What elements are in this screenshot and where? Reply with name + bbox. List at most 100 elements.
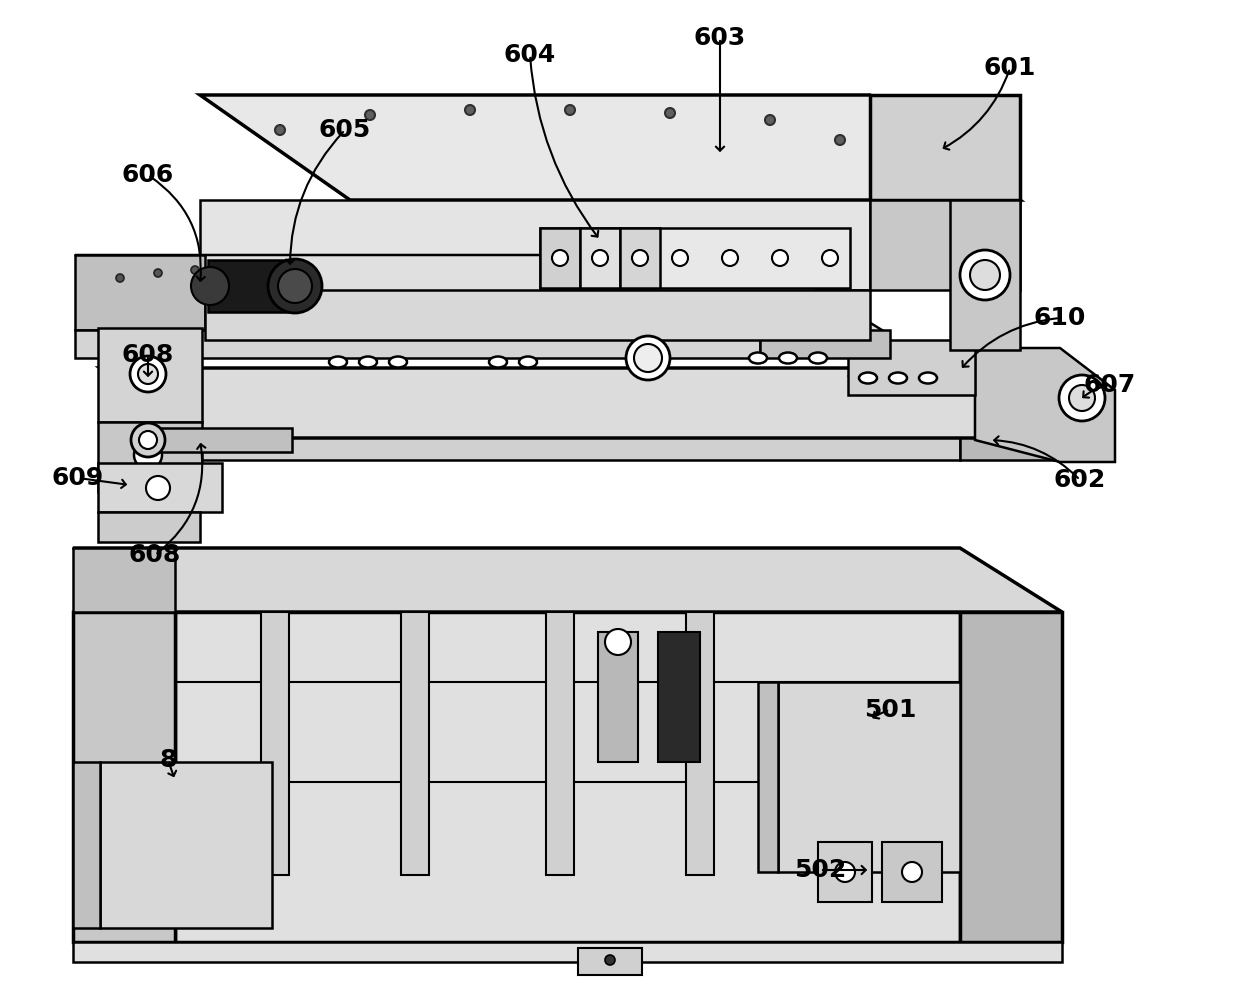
Circle shape <box>773 250 787 266</box>
Circle shape <box>822 250 838 266</box>
Ellipse shape <box>489 357 507 368</box>
Polygon shape <box>73 942 1061 962</box>
Circle shape <box>1069 385 1095 411</box>
Polygon shape <box>598 632 639 762</box>
Polygon shape <box>539 228 849 288</box>
Polygon shape <box>870 200 1021 290</box>
Ellipse shape <box>808 353 827 364</box>
Polygon shape <box>74 330 760 358</box>
Text: 609: 609 <box>52 466 104 490</box>
Circle shape <box>634 344 662 372</box>
Circle shape <box>268 259 322 313</box>
Circle shape <box>835 135 844 145</box>
Polygon shape <box>686 612 714 875</box>
Ellipse shape <box>859 373 877 384</box>
Text: 607: 607 <box>1084 373 1136 397</box>
Polygon shape <box>73 548 175 612</box>
Polygon shape <box>100 762 272 928</box>
Polygon shape <box>777 682 960 872</box>
Circle shape <box>191 266 198 274</box>
Polygon shape <box>100 368 200 438</box>
Text: 601: 601 <box>983 56 1037 80</box>
Polygon shape <box>539 228 580 288</box>
Ellipse shape <box>389 357 407 368</box>
Polygon shape <box>73 612 175 942</box>
Text: 606: 606 <box>122 163 174 187</box>
Ellipse shape <box>889 373 906 384</box>
Polygon shape <box>100 368 1060 438</box>
Text: 604: 604 <box>503 43 556 67</box>
Polygon shape <box>818 842 872 902</box>
Circle shape <box>138 364 157 384</box>
Circle shape <box>672 250 688 266</box>
Circle shape <box>130 356 166 392</box>
Circle shape <box>228 264 236 272</box>
Circle shape <box>551 273 559 281</box>
Ellipse shape <box>779 353 797 364</box>
Circle shape <box>626 336 670 380</box>
Circle shape <box>1059 375 1105 421</box>
Polygon shape <box>260 612 289 875</box>
Polygon shape <box>546 612 574 875</box>
Text: 602: 602 <box>1054 468 1106 492</box>
Polygon shape <box>98 512 200 542</box>
Ellipse shape <box>919 373 937 384</box>
Polygon shape <box>882 842 942 902</box>
Polygon shape <box>760 330 890 358</box>
Polygon shape <box>200 200 870 290</box>
Ellipse shape <box>520 357 537 368</box>
Circle shape <box>632 250 649 266</box>
Polygon shape <box>960 612 1061 942</box>
Circle shape <box>565 105 575 115</box>
Circle shape <box>588 269 596 277</box>
Text: 610: 610 <box>1034 306 1086 330</box>
Circle shape <box>625 266 632 274</box>
Circle shape <box>960 250 1011 300</box>
Circle shape <box>139 431 157 449</box>
Ellipse shape <box>329 357 347 368</box>
Polygon shape <box>73 762 100 928</box>
Text: 608: 608 <box>122 343 174 367</box>
Polygon shape <box>960 438 1060 460</box>
Polygon shape <box>73 548 1061 612</box>
Ellipse shape <box>360 357 377 368</box>
Circle shape <box>970 260 999 290</box>
Polygon shape <box>205 290 870 340</box>
Polygon shape <box>848 340 975 395</box>
Circle shape <box>117 274 124 282</box>
Text: 501: 501 <box>864 698 916 722</box>
Circle shape <box>835 862 856 882</box>
Polygon shape <box>74 255 205 330</box>
Circle shape <box>765 115 775 125</box>
Text: 502: 502 <box>794 858 846 882</box>
Circle shape <box>365 110 374 120</box>
Polygon shape <box>208 260 295 312</box>
Circle shape <box>665 108 675 118</box>
Circle shape <box>278 269 312 303</box>
Polygon shape <box>98 463 222 512</box>
Circle shape <box>146 476 170 500</box>
Polygon shape <box>98 328 202 422</box>
Circle shape <box>191 267 229 305</box>
Polygon shape <box>401 612 429 875</box>
Polygon shape <box>175 612 960 942</box>
Polygon shape <box>580 228 620 288</box>
Ellipse shape <box>749 353 768 364</box>
Text: 605: 605 <box>319 118 371 142</box>
Circle shape <box>605 629 631 655</box>
Polygon shape <box>975 348 1115 462</box>
Polygon shape <box>758 682 777 872</box>
Circle shape <box>552 250 568 266</box>
Circle shape <box>605 955 615 965</box>
Polygon shape <box>98 422 202 492</box>
Polygon shape <box>950 200 1021 350</box>
Text: 8: 8 <box>159 748 176 772</box>
Polygon shape <box>74 255 890 335</box>
Circle shape <box>901 862 923 882</box>
Circle shape <box>591 250 608 266</box>
Circle shape <box>275 125 285 135</box>
Polygon shape <box>100 438 960 460</box>
Circle shape <box>722 250 738 266</box>
Polygon shape <box>870 95 1021 200</box>
Polygon shape <box>200 95 1021 200</box>
